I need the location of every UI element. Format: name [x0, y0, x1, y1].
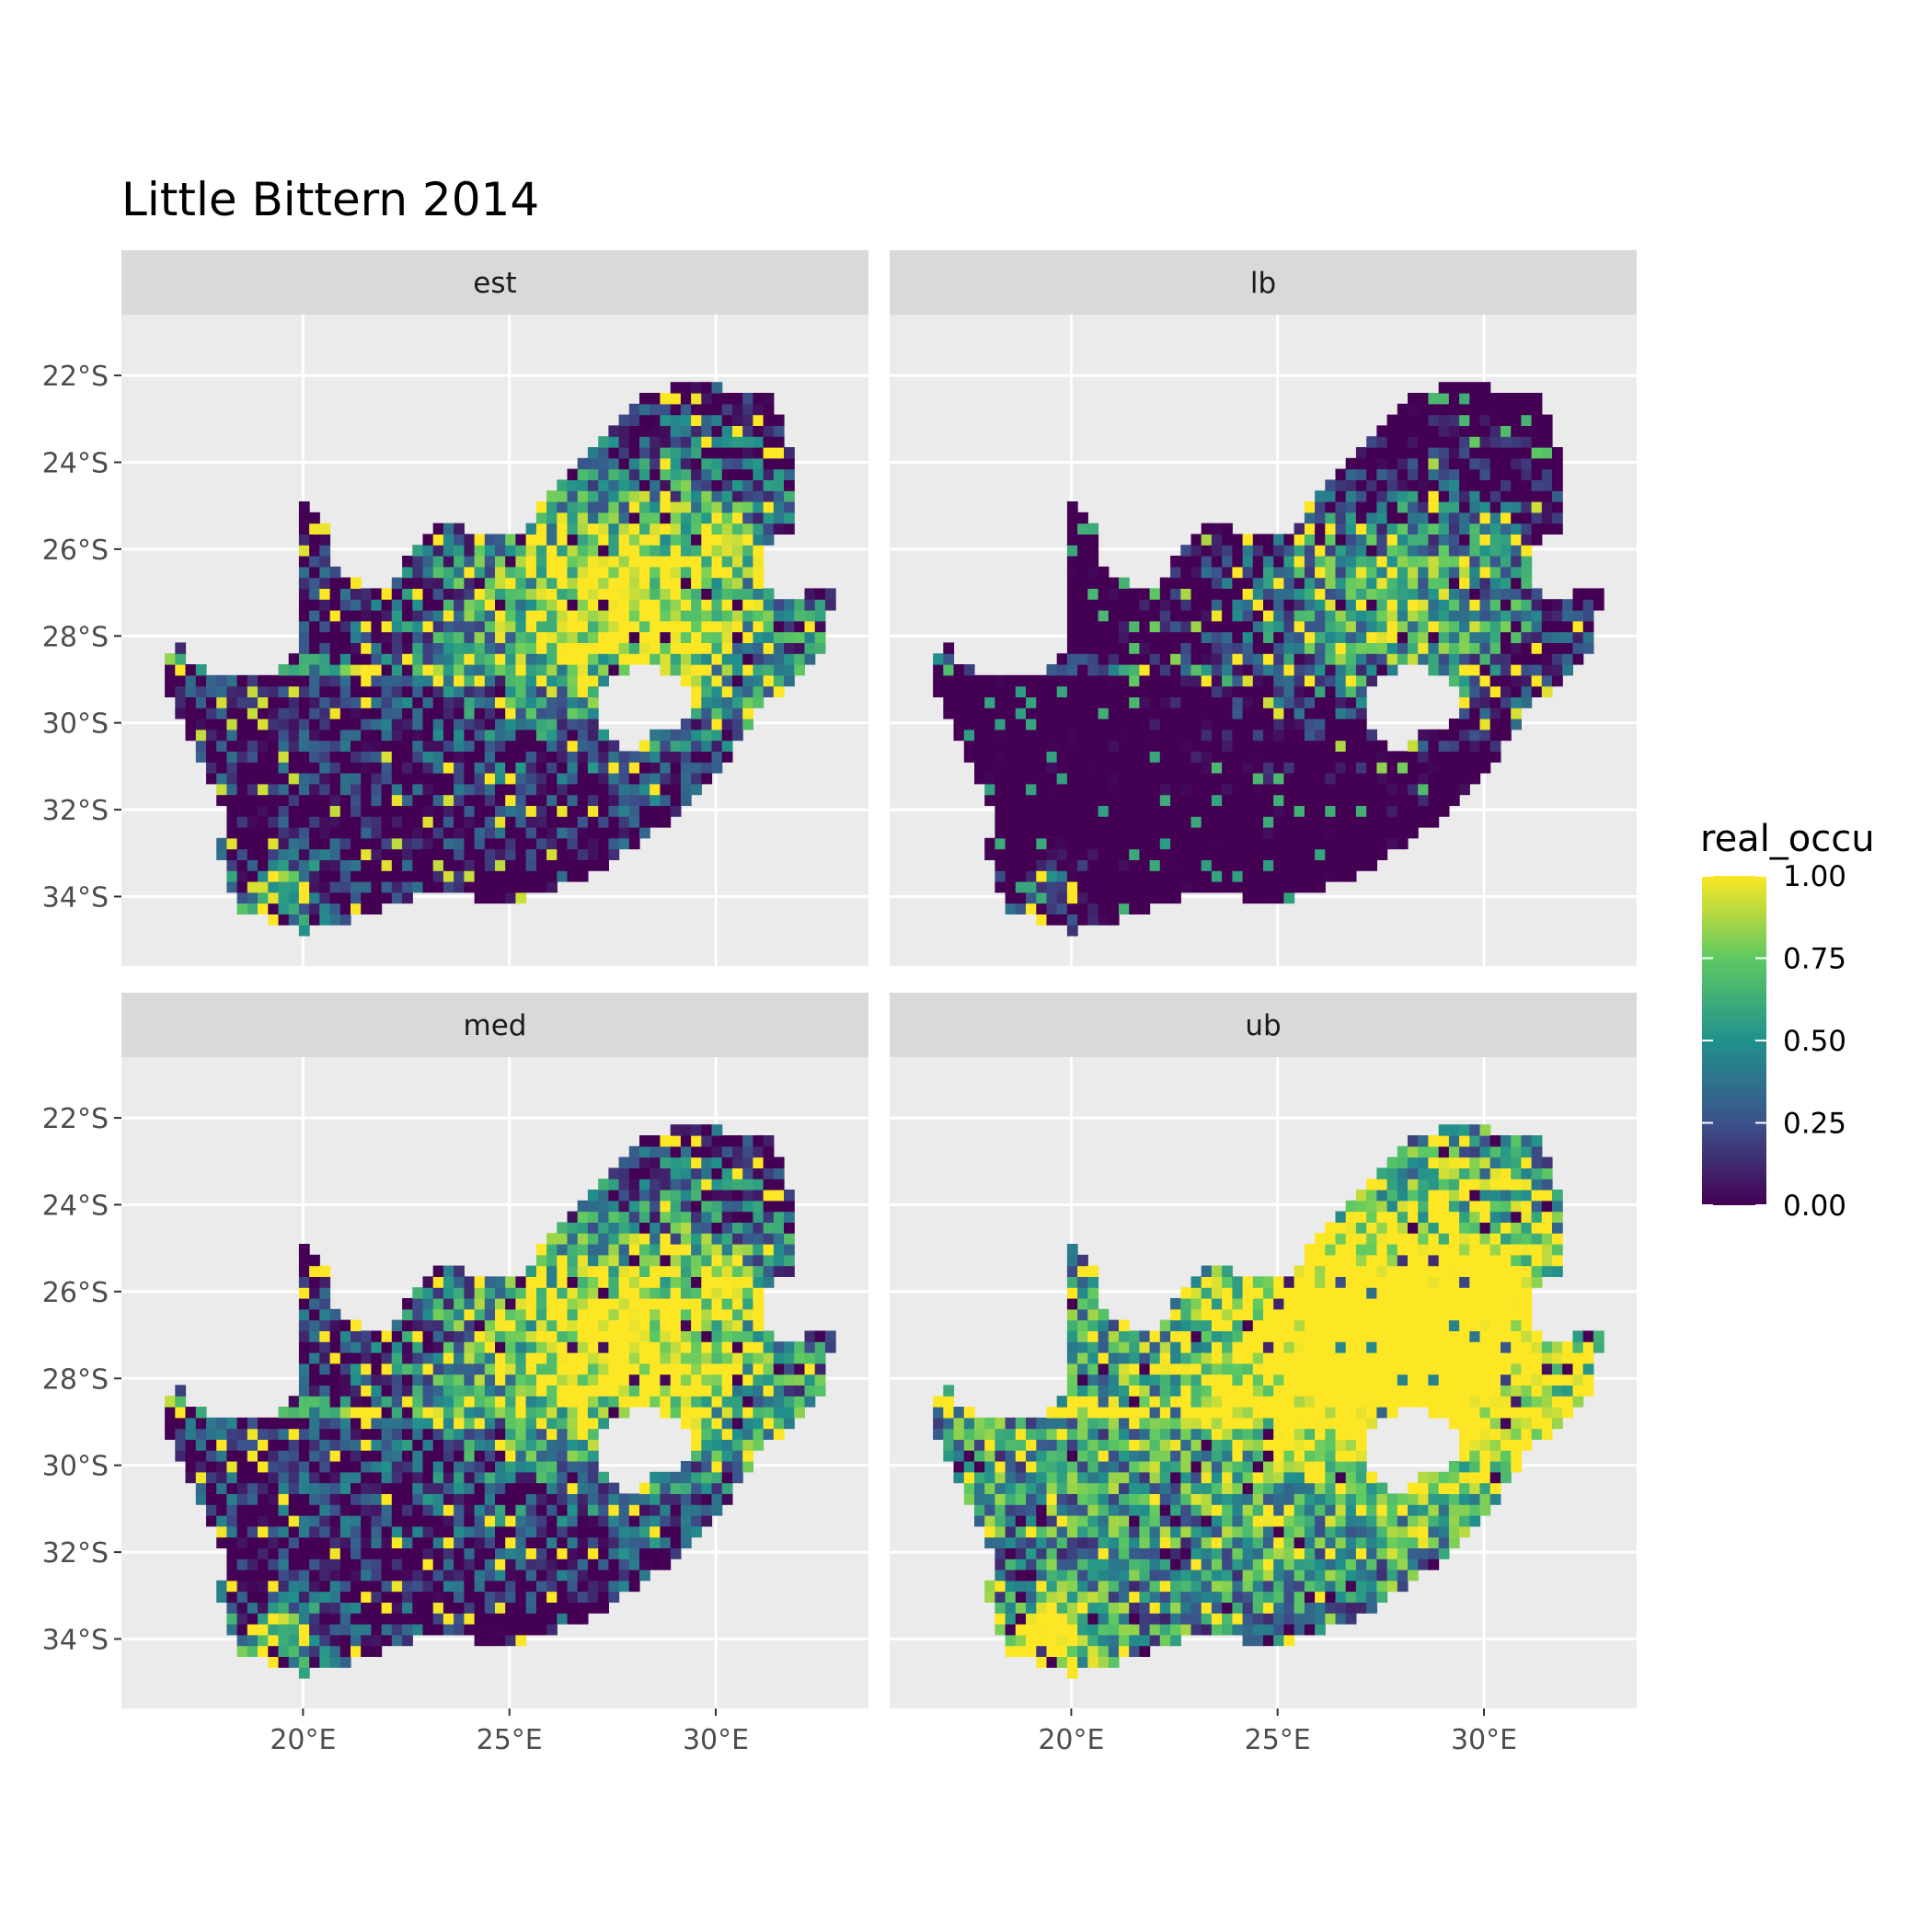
y-tick-label: 22°S	[42, 361, 109, 393]
y-tick-label: 24°S	[42, 447, 109, 479]
y-tick-label: 34°S	[42, 1624, 109, 1656]
facet-panel-est: est 22°S 24°S 26°S 28°S 30°S 32°S 34°S	[42, 250, 868, 966]
x-tick-label: 25°E	[477, 1724, 543, 1756]
y-tick-label: 26°S	[42, 535, 109, 567]
y-tick-label: 34°S	[42, 881, 109, 914]
legend-ticks: 1.00 0.75 0.50 0.25 0.00	[1702, 860, 1846, 1223]
y-tick-label: 30°S	[42, 708, 109, 741]
legend-title: real_occu	[1700, 818, 1875, 860]
legend: real_occu 1.00 0.75 0.50 0.25 0.00	[1700, 818, 1875, 1223]
y-tick-label: 30°S	[42, 1451, 109, 1483]
legend-tick-label: 1.00	[1783, 860, 1846, 893]
occupancy-raster-med	[165, 1124, 836, 1679]
facet-panel-ub: ub 20°E 25°E 30°E	[890, 993, 1637, 1756]
y-tick-label: 32°S	[42, 795, 109, 827]
y-tick-label: 22°S	[42, 1103, 109, 1135]
legend-tick-label: 0.75	[1783, 943, 1846, 976]
facet-strip-med	[121, 993, 868, 1057]
facet-label-ub: ub	[1245, 1009, 1281, 1042]
y-tick-label: 26°S	[42, 1277, 109, 1309]
legend-tick-label: 0.50	[1783, 1025, 1846, 1058]
x-tick-label: 25°E	[1245, 1724, 1311, 1756]
x-tick-label: 30°E	[683, 1724, 749, 1756]
legend-tick-label: 0.00	[1783, 1190, 1846, 1223]
facet-strip-est	[121, 250, 868, 315]
plot-title: Little Bittern 2014	[121, 173, 539, 226]
facet-label-med: med	[464, 1009, 527, 1042]
x-tick-label: 20°E	[270, 1724, 336, 1756]
facet-label-est: est	[473, 267, 516, 300]
x-tick-label: 30°E	[1451, 1724, 1517, 1756]
y-tick-label: 28°S	[42, 1363, 109, 1396]
facet-panels: est 22°S 24°S 26°S 28°S 30°S 32°S 34°S lb med 22°S…	[42, 250, 1637, 1756]
y-tick-label: 32°S	[42, 1537, 109, 1570]
facet-strip-lb	[890, 250, 1637, 315]
facet-panel-lb: lb	[890, 250, 1637, 966]
facet-label-lb: lb	[1250, 267, 1276, 300]
legend-tick-label: 0.25	[1783, 1108, 1846, 1141]
facet-strip-ub	[890, 993, 1637, 1057]
occupancy-raster-lb	[933, 382, 1604, 937]
occupancy-raster-est	[165, 382, 836, 937]
occupancy-raster-ub	[933, 1124, 1604, 1679]
y-tick-label: 24°S	[42, 1190, 109, 1222]
facet-panel-med: med 22°S 24°S 26°S 28°S 30°S 32°S 34°S 20°E 25°E 3…	[42, 993, 868, 1756]
x-tick-label: 20°E	[1038, 1724, 1104, 1756]
y-tick-label: 28°S	[42, 621, 109, 653]
